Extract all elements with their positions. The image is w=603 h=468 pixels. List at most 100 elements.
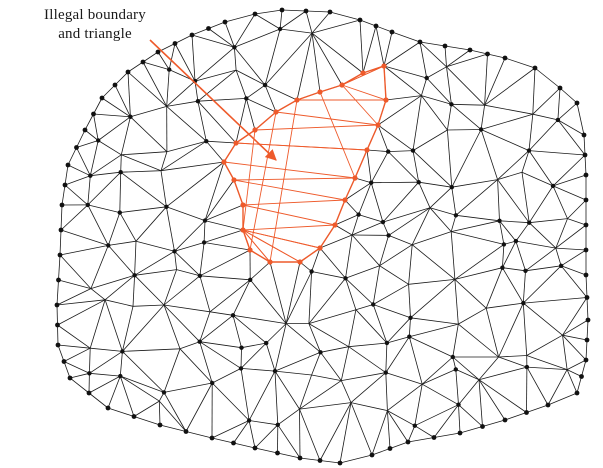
mesh-edge	[174, 251, 177, 270]
illegal-edge	[242, 129, 256, 231]
mesh-edge	[444, 45, 447, 67]
mesh-edge	[166, 106, 207, 142]
boundary-node	[91, 111, 96, 117]
illegal-edge	[299, 247, 321, 263]
mesh-edge	[373, 304, 411, 319]
mesh-edge	[119, 351, 123, 377]
mesh-edge	[234, 13, 256, 48]
mesh-edge	[526, 334, 563, 356]
mesh-edge	[197, 98, 247, 102]
mesh-edge	[90, 347, 123, 352]
mesh-edge	[108, 240, 137, 246]
mesh-edge	[107, 212, 121, 246]
mesh-node	[88, 173, 93, 178]
mesh-edge	[58, 254, 61, 281]
mesh-edge	[305, 10, 331, 13]
mesh-edge	[426, 66, 447, 79]
illegal-edge	[223, 161, 235, 181]
mesh-node	[450, 354, 455, 360]
mesh-node	[118, 170, 123, 175]
illegal-edge	[242, 229, 271, 263]
mesh-edge	[63, 361, 90, 374]
boundary-node	[574, 390, 580, 396]
mesh-edge	[208, 28, 235, 48]
mesh-edge	[311, 19, 361, 34]
mesh-edge	[264, 84, 277, 113]
mesh-edge	[562, 335, 568, 370]
illegal-edge	[269, 99, 298, 263]
mesh-edge	[412, 150, 420, 183]
mesh-edge	[351, 214, 359, 236]
mesh-edge	[166, 206, 175, 252]
mesh-node	[128, 114, 133, 120]
boundary-node	[502, 55, 508, 61]
mesh-edge	[60, 204, 63, 231]
mesh-edge	[379, 244, 413, 267]
mesh-edge	[562, 297, 588, 336]
illegal-edge	[366, 124, 379, 151]
illegal-triangle-edges	[223, 65, 387, 263]
mesh-edge	[421, 77, 428, 96]
mesh-edge	[174, 220, 206, 252]
mesh-edge	[446, 49, 471, 68]
mesh-edge	[191, 28, 209, 36]
boundary-node	[585, 317, 591, 323]
mesh-edge	[121, 151, 167, 156]
mesh-edge	[385, 95, 422, 101]
boundary-node	[82, 127, 88, 133]
mesh-edge	[199, 275, 211, 312]
mesh-node	[309, 269, 314, 274]
mesh-edge	[345, 278, 357, 310]
mesh-edge	[204, 161, 225, 221]
mesh-edge	[444, 45, 471, 51]
mesh-edge	[345, 278, 374, 305]
mesh-edge	[484, 67, 536, 106]
boundary-node	[583, 247, 589, 253]
mesh-edge	[160, 140, 207, 172]
mesh-edge	[419, 41, 447, 68]
mesh-node	[343, 276, 348, 281]
mesh-edge	[199, 314, 234, 343]
mesh-edge	[383, 65, 427, 79]
boundary-node	[275, 450, 280, 456]
illegal-boundary-node	[233, 140, 239, 146]
mesh-edge	[311, 11, 331, 34]
mesh-edge	[528, 119, 559, 151]
mesh-edge	[555, 247, 562, 266]
mesh-edge	[348, 309, 357, 347]
mesh-edge	[351, 234, 380, 266]
mesh-edge	[97, 140, 122, 156]
mesh-edge	[422, 383, 459, 406]
mesh-edge	[101, 84, 116, 99]
mesh-edge	[566, 359, 587, 370]
mesh-edge	[211, 437, 234, 444]
mesh-edge	[249, 279, 287, 324]
mesh-edge	[119, 172, 122, 213]
mesh-edge	[93, 97, 103, 115]
mesh-edge	[120, 154, 122, 173]
mesh-edge	[478, 379, 527, 413]
mesh-edge	[377, 124, 414, 151]
mesh-edge	[199, 242, 205, 276]
mesh-edge	[285, 271, 312, 324]
mesh-edge	[370, 182, 384, 223]
mesh-node	[527, 220, 532, 225]
mesh-edge	[452, 324, 459, 358]
mesh-edge	[299, 457, 321, 461]
mesh-edge	[382, 181, 419, 223]
mesh-edge	[422, 369, 456, 385]
mesh-edge	[372, 304, 388, 344]
mesh-edge	[160, 170, 167, 207]
mesh-node	[369, 180, 374, 185]
mesh-edge	[199, 311, 211, 342]
boundary-node	[387, 446, 393, 451]
mesh-edge	[134, 269, 177, 276]
illegal-edge	[334, 199, 346, 226]
mesh-edge	[280, 28, 313, 34]
mesh-edge	[308, 278, 346, 324]
mesh-edge	[584, 154, 587, 176]
mesh-edge	[241, 342, 267, 349]
mesh-edge	[408, 244, 413, 285]
mesh-edge	[199, 249, 251, 277]
